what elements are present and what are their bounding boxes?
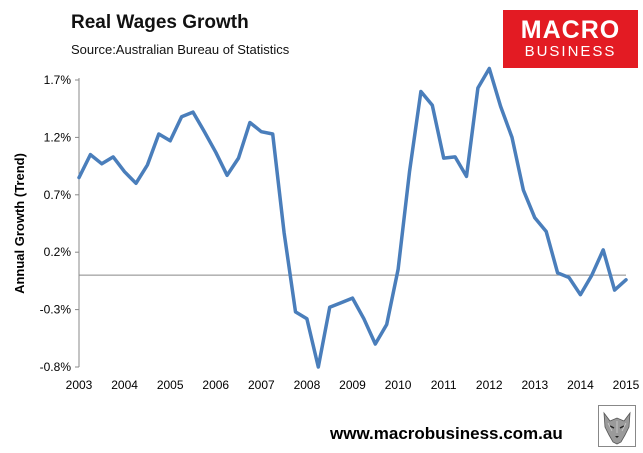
x-tick-label: 2010 <box>385 378 412 392</box>
x-tick-label: 2007 <box>248 378 275 392</box>
series-line <box>77 66 628 369</box>
x-tick-label: 2012 <box>476 378 503 392</box>
x-tick-label: 2005 <box>157 378 184 392</box>
x-tick-label: 2013 <box>521 378 548 392</box>
y-tick-label: -0.8% <box>40 360 72 374</box>
footer-url: www.macrobusiness.com.au <box>330 424 563 443</box>
x-tick-label: 2008 <box>294 378 321 392</box>
chart-title: Real Wages Growth <box>71 12 249 33</box>
x-tick-label: 2006 <box>202 378 229 392</box>
y-axis-label: Annual Growth (Trend) <box>12 153 27 294</box>
y-tick-label: 0.2% <box>44 245 72 259</box>
x-tick-label: 2015 <box>613 378 640 392</box>
logo-line-1: MACRO <box>520 16 621 44</box>
x-tick-label: 2003 <box>66 378 93 392</box>
x-tick-label: 2014 <box>567 378 594 392</box>
logo-line-2: BUSINESS <box>524 43 617 60</box>
x-tick-label: 2009 <box>339 378 366 392</box>
chart-ticks: 1.7% 1.2% 0.7% 0.2% -0.3% -0.8% 2003 2004 2005 20… <box>40 73 640 392</box>
x-tick-label: 2011 <box>431 378 457 392</box>
y-tick-label: 1.7% <box>44 73 72 87</box>
chart-axes <box>78 78 626 367</box>
y-tick-label: 0.7% <box>44 188 72 202</box>
wolf-logo-icon <box>598 405 636 447</box>
macrobusiness-logo: MACRO BUSINESS <box>503 10 638 68</box>
chart-subtitle: Source:Australian Bureau of Statistics <box>71 42 290 57</box>
y-tick-label: -0.3% <box>40 303 72 317</box>
y-tick-label: 1.2% <box>44 130 72 144</box>
x-tick-label: 2004 <box>111 378 138 392</box>
chart-series <box>77 66 628 369</box>
